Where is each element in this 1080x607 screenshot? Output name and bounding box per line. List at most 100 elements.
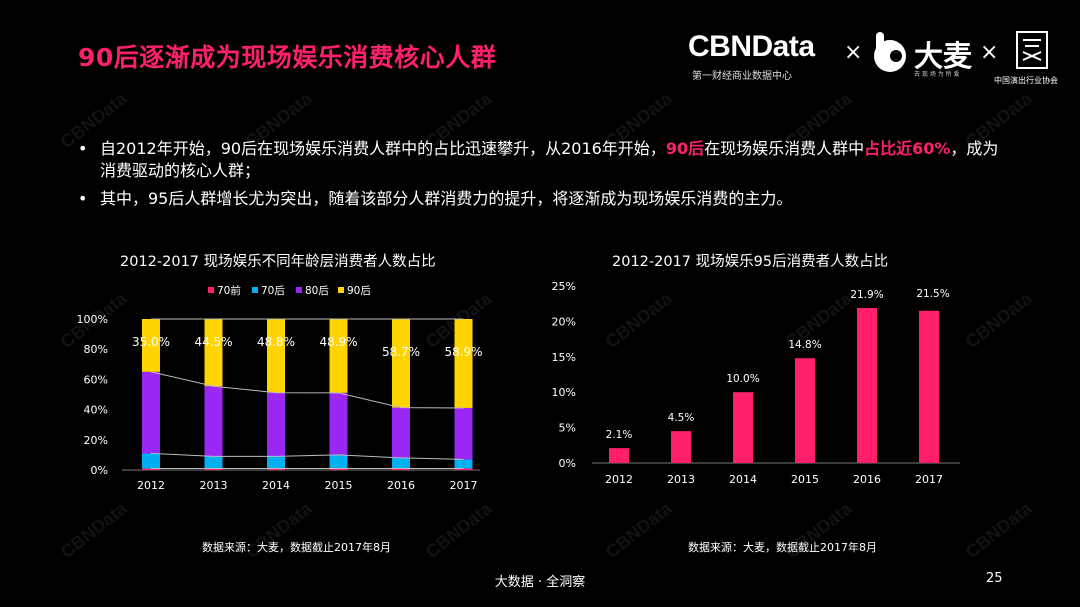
- legend-label: 80后: [305, 285, 329, 297]
- y-tick-label: 0%: [91, 464, 108, 477]
- legend-label: 70前: [217, 284, 241, 297]
- cbndata-logo: CBNData: [688, 30, 815, 63]
- data-label: 48.9%: [319, 335, 357, 349]
- data-label: 58.7%: [382, 345, 420, 359]
- y-tick-label: 100%: [77, 313, 108, 326]
- y-tick-label: 20%: [84, 434, 108, 447]
- y-tick-label: 0%: [559, 457, 576, 470]
- bar-segment: [142, 453, 160, 469]
- chart2-title: 2012-2017 现场娱乐95后消费者人数占比: [612, 254, 889, 270]
- x-tick-label: 2014: [262, 479, 290, 492]
- bar-segment: [329, 319, 348, 393]
- watermark-text: CBNData: [961, 498, 1036, 563]
- bullet-text: 在现场娱乐消费人群中: [704, 139, 865, 158]
- chart2-source: 数据来源：大麦，数据截止2017年8月: [688, 541, 877, 554]
- y-tick-label: 25%: [552, 280, 576, 293]
- bullet-list: • 自2012年开始，90后在现场娱乐消费人群中的占比迅速攀升，从2016年开始，…: [78, 138, 1008, 216]
- page-title: 90后逐渐成为现场娱乐消费核心人群: [78, 43, 497, 72]
- y-tick-label: 5%: [559, 422, 576, 435]
- bar-segment: [392, 407, 410, 458]
- damai-logo-text: 大麦: [914, 39, 973, 73]
- bar: [671, 431, 691, 463]
- times-icon: ×: [844, 40, 863, 65]
- legend-swatch: [208, 287, 214, 293]
- data-label: 35.0%: [132, 335, 170, 349]
- bar-segment: [329, 392, 348, 455]
- bar-segment: [454, 319, 473, 408]
- series-connector-line: [150, 452, 464, 460]
- data-label: 21.5%: [916, 288, 949, 300]
- data-label: 10.0%: [726, 373, 759, 385]
- legend-label: 70后: [261, 285, 285, 297]
- times-icon: ×: [980, 40, 999, 65]
- bar-segment: [267, 456, 285, 469]
- bullet-text: ，成为消费驱动的核心人群；: [100, 139, 999, 180]
- bar-segment: [142, 319, 160, 372]
- bar-segment: [392, 319, 410, 408]
- x-tick-label: 2012: [137, 479, 165, 492]
- bullet-dot: •: [78, 189, 88, 208]
- bar: [795, 358, 815, 463]
- watermark-text: CBNData: [601, 498, 676, 563]
- y-tick-label: 10%: [552, 386, 576, 399]
- bar-segment: [204, 319, 223, 387]
- bar-segment: [267, 392, 285, 457]
- x-tick-label: 2013: [200, 479, 228, 492]
- bar-segment: [267, 468, 285, 470]
- legend-label: 90后: [347, 285, 371, 297]
- bar: [609, 448, 629, 463]
- highlight-text: 占比近60%: [864, 139, 951, 158]
- x-tick-label: 2017: [915, 473, 943, 486]
- bullet-text: 自2012年开始，90后在现场娱乐消费人群中的占比迅速攀升，从2016年开始，: [100, 139, 666, 158]
- bullet-text: 其中，95后人群增长尤为突出，随着该部分人群消费力的提升，将逐渐成为现场娱乐消费…: [100, 189, 793, 208]
- brand-logos: CBNData 第一财经商业数据中心 × 大麦 去 现 场 为 所 爱 × 中国…: [688, 30, 1073, 100]
- data-label: 58.9%: [444, 345, 482, 359]
- x-tick-label: 2013: [667, 473, 695, 486]
- legend-swatch: [338, 287, 344, 293]
- bar-segment: [142, 371, 160, 454]
- highlight-text: 90后: [665, 139, 705, 158]
- data-label: 48.8%: [257, 335, 295, 349]
- x-tick-label: 2012: [605, 473, 633, 486]
- bar-segment: [204, 468, 223, 470]
- chart1-stacked-bar: 0% 20% 40% 60% 80% 100% 70前 70后 80后 90后 2012 35.0% 2…: [77, 284, 483, 492]
- legend-swatch: [296, 287, 302, 293]
- bar-segment: [454, 468, 473, 470]
- seal-caption: 中国演出行业协会: [994, 76, 1058, 85]
- bar: [733, 392, 753, 463]
- bar-segment: [392, 457, 410, 469]
- legend-swatch: [252, 287, 258, 293]
- bar-segment: [204, 456, 223, 469]
- chart2-bar: 0% 5% 10% 15% 20% 25% 2012 2.1% 2013 4.5% 2014 10.0…: [552, 280, 960, 486]
- damai-slogan: 去 现 场 为 所 爱: [914, 71, 960, 78]
- series-connector-line: [150, 371, 464, 409]
- bar-segment: [454, 459, 473, 469]
- bullet-dot: •: [78, 139, 88, 158]
- bullet-item: • 自2012年开始，90后在现场娱乐消费人群中的占比迅速攀升，从2016年开始，…: [78, 138, 1008, 182]
- chart1-title: 2012-2017 现场娱乐不同年龄层消费者人数占比: [120, 254, 436, 270]
- x-tick-label: 2016: [387, 479, 415, 492]
- y-tick-label: 40%: [84, 404, 108, 417]
- bar-segment: [267, 319, 285, 393]
- y-tick-label: 20%: [552, 315, 576, 328]
- chart1-source: 数据来源：大麦，数据截止2017年8月: [202, 541, 391, 554]
- bar-segment: [392, 468, 410, 470]
- data-label: 4.5%: [668, 412, 695, 424]
- bullet-item: • 其中，95后人群增长尤为突出，随着该部分人群消费力的提升，将逐渐成为现场娱乐消…: [78, 188, 1008, 210]
- data-label: 44.5%: [194, 335, 232, 349]
- data-label: 14.8%: [788, 339, 821, 351]
- x-tick-label: 2015: [791, 473, 819, 486]
- cbndata-subtitle: 第一财经商业数据中心: [692, 71, 792, 82]
- bar-segment: [329, 468, 348, 470]
- bar: [857, 307, 877, 463]
- data-label: 2.1%: [606, 429, 633, 441]
- x-tick-label: 2016: [853, 473, 881, 486]
- bar-segment: [329, 454, 348, 469]
- y-tick-label: 15%: [552, 351, 576, 364]
- x-tick-label: 2017: [450, 479, 478, 492]
- damai-logo-icon: [874, 32, 906, 72]
- x-tick-label: 2015: [325, 479, 353, 492]
- bar-segment: [204, 386, 223, 457]
- data-label: 21.9%: [850, 289, 883, 301]
- bar-segment: [142, 468, 160, 470]
